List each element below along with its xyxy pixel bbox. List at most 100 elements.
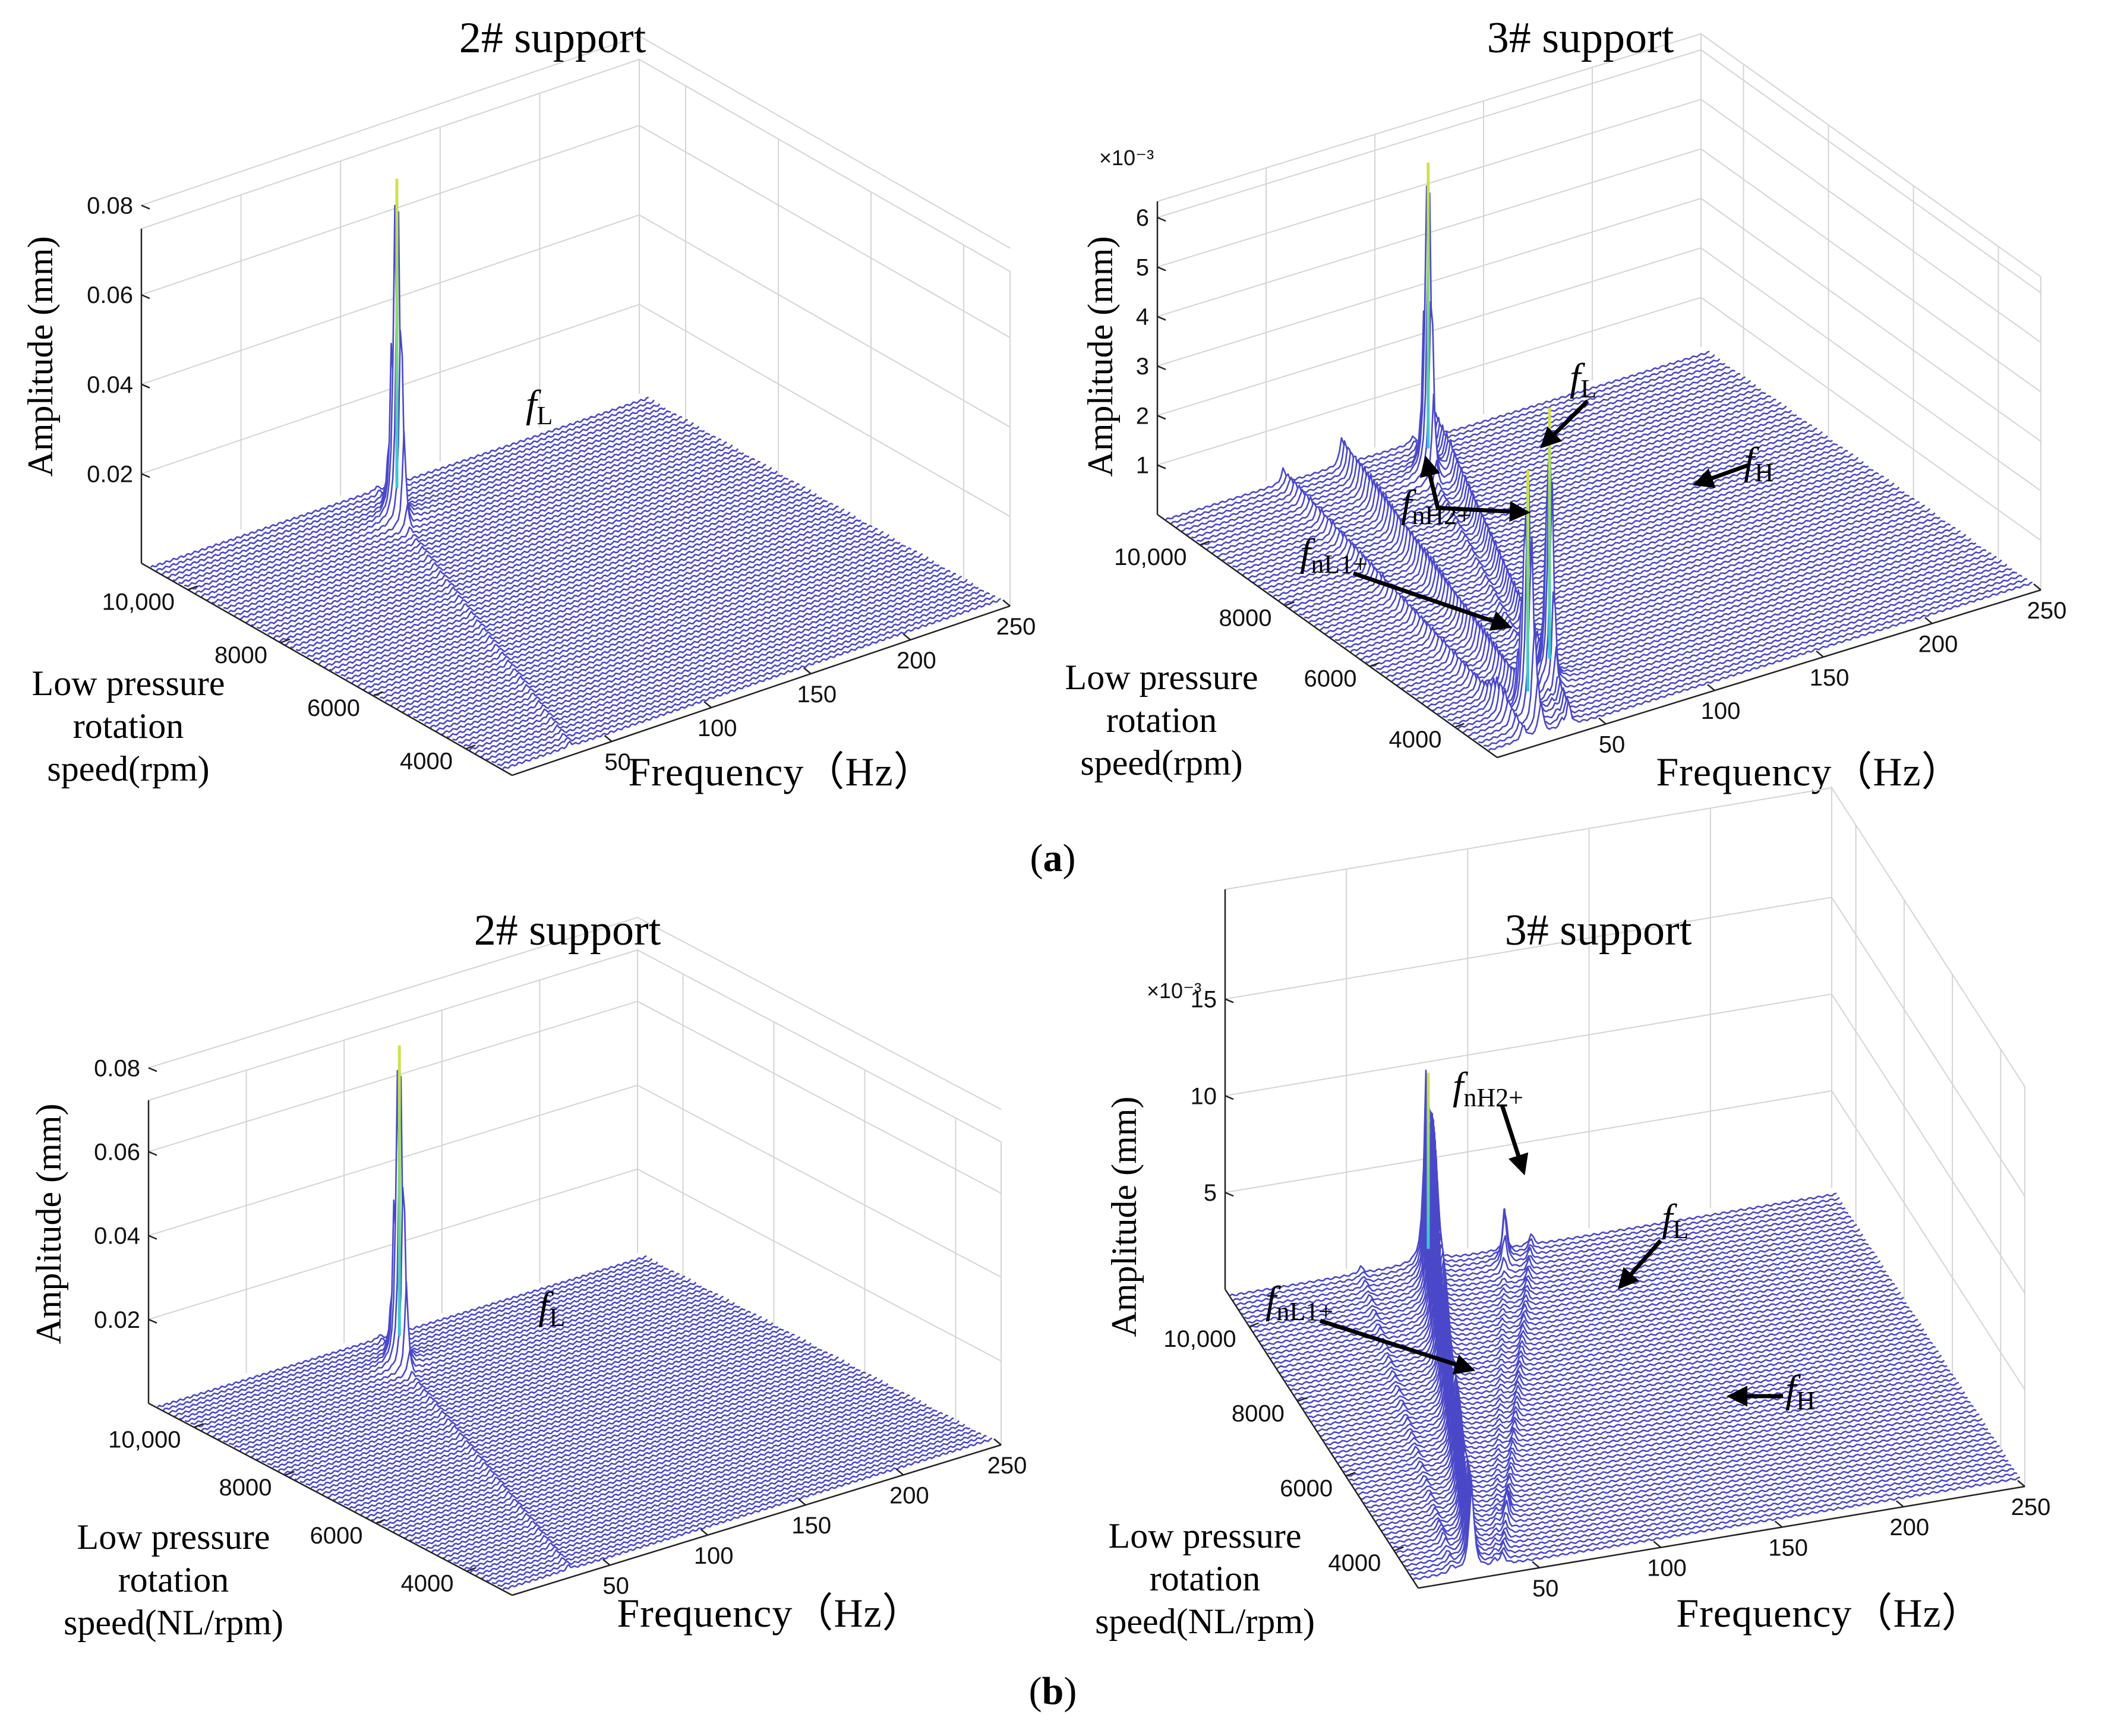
trace-line [290, 477, 789, 649]
annotation-subscript: nH2+ [1463, 1083, 1523, 1112]
y-tick-label: 8000 [219, 1475, 272, 1501]
y-tick-mark [285, 1470, 295, 1476]
z-multiplier-label: ×10⁻³ [1099, 146, 1154, 170]
trace-line [206, 430, 705, 601]
z-tick-label: 0.08 [87, 193, 133, 219]
trace-line [430, 556, 929, 729]
peak-mark-fL [395, 178, 399, 488]
trace-fill [497, 596, 995, 767]
trace-line [250, 1305, 740, 1458]
trace-line [1264, 1139, 1872, 1351]
trace-line [200, 425, 700, 598]
trace-line [415, 1391, 905, 1544]
x-tick-mark [1924, 617, 1933, 624]
z-axis-label: Amplitude (mm) [21, 236, 60, 477]
x-tick-mark [797, 1498, 806, 1506]
y-tick-label: 10,000 [108, 1426, 181, 1453]
trace-fill [1186, 367, 1730, 535]
trace-line [272, 1315, 762, 1469]
annotation-arrow [1692, 462, 1751, 488]
trace-line [1320, 1308, 1927, 1437]
z-tick-label: 6 [1136, 205, 1149, 231]
trace-line [233, 444, 733, 617]
x-axis-label: Frequency（Hz） [628, 749, 934, 794]
trace-line [1314, 1293, 1921, 1428]
trace-fill [458, 573, 957, 745]
trace-fill [1320, 461, 1864, 631]
trace-line [407, 544, 906, 716]
trace-line [376, 1371, 867, 1524]
x-tick-label: 200 [897, 648, 936, 674]
trace-line [1334, 472, 1879, 641]
trace-line [279, 471, 778, 643]
z-tick-label: 5 [1136, 254, 1149, 280]
y-axis-line [1157, 513, 1498, 759]
trace-line [398, 1383, 889, 1536]
trace-line [228, 441, 727, 613]
trace-line [245, 1302, 735, 1455]
trace-line [168, 1261, 658, 1415]
trace-line [1290, 1243, 1898, 1391]
trace-line [172, 410, 671, 582]
annotation-subscript: H [1796, 1386, 1815, 1415]
trace-line [239, 1298, 730, 1452]
trace-line [318, 493, 817, 665]
trace-line [413, 547, 912, 718]
x-tick-label: 50 [1532, 1576, 1559, 1602]
trace-line [384, 531, 884, 702]
y-axis-label-line: speed(NL/rpm) [1095, 1602, 1315, 1641]
trace-fill [212, 1286, 702, 1437]
trace-line [351, 512, 851, 684]
y-axis-label-line: speed(NL/rpm) [64, 1603, 283, 1642]
trace-line [1345, 478, 1889, 649]
trace-line [1392, 1444, 2000, 1549]
trace-line [251, 454, 750, 626]
trace-fill [443, 1407, 932, 1559]
y-tick-mark [373, 691, 383, 697]
annotation-fL: fL [1662, 1197, 1689, 1244]
y-axis-line [1224, 1289, 1419, 1589]
trace-line [289, 1325, 779, 1478]
trace-line [1308, 1279, 1915, 1419]
annotation-fnL1+: fH [1785, 1368, 1815, 1415]
trace-line [1365, 494, 1910, 664]
trace-fill [262, 461, 760, 633]
waterfall-traces [1229, 1069, 2021, 1581]
grid-z-line [1157, 99, 2041, 343]
x-axis-line [512, 1444, 1002, 1596]
trace-line [1244, 1112, 1852, 1320]
x-tick-mark [703, 701, 712, 708]
trace-line [312, 489, 812, 662]
trace-line [190, 1069, 680, 1425]
trace-line [307, 486, 806, 658]
trace-fill [240, 449, 739, 620]
trace-fill [1402, 1460, 2009, 1563]
trace-line [285, 474, 784, 646]
trace-line [1410, 1472, 2018, 1576]
trace-line [315, 1339, 806, 1492]
trace-line [365, 1366, 856, 1519]
z-tick-label: 3 [1136, 353, 1149, 380]
trace-line [1387, 1436, 1995, 1540]
trace-line [1305, 1274, 1913, 1414]
x-axis-line [1418, 1485, 2025, 1589]
y-tick-mark [1345, 1472, 1356, 1477]
grid-z-line [148, 917, 1002, 1110]
trace-line [453, 1412, 943, 1564]
trace-line [1279, 1193, 1886, 1374]
trace-line [267, 1313, 757, 1466]
trace-line [1285, 1218, 1892, 1383]
trace-line [1317, 1302, 1924, 1433]
x-tick-mark [1895, 1500, 1904, 1508]
trace-line [446, 567, 945, 738]
trace-fill [251, 1306, 740, 1457]
trace-line [1238, 1096, 1846, 1311]
x-tick-label: 50 [1599, 732, 1626, 758]
trace-fill [167, 408, 665, 579]
trace-line [189, 211, 689, 591]
grid-z-line [141, 214, 1011, 428]
trace-line [452, 570, 951, 741]
trace-fill [327, 1347, 817, 1498]
trace-line [294, 1328, 784, 1481]
trace-line [356, 515, 856, 688]
